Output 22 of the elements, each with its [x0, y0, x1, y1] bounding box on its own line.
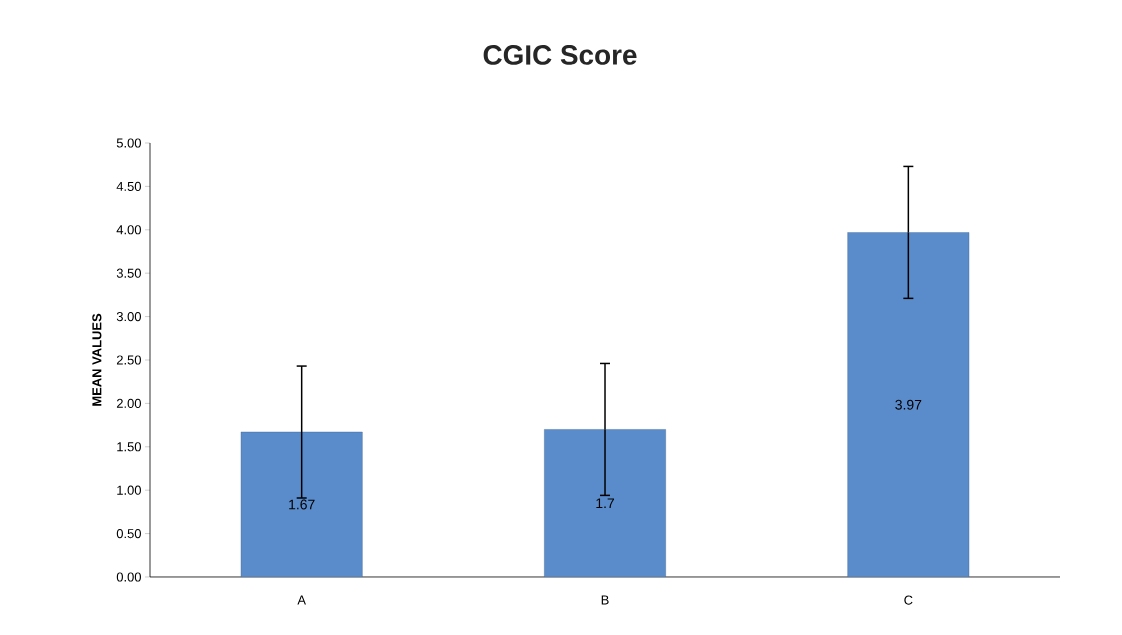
y-axis-title: MEAN VALUES	[92, 313, 102, 406]
y-tick-label: 2.00	[116, 398, 141, 408]
y-tick-label: 5.00	[116, 138, 141, 148]
data-label: 1.7	[596, 498, 615, 508]
y-tick-label: 3.00	[116, 312, 141, 322]
y-tick-label: 3.50	[116, 268, 141, 278]
data-label: 3.97	[895, 399, 922, 410]
y-tick-label: 1.50	[117, 442, 141, 452]
x-tick-label: B	[601, 595, 609, 605]
bar	[544, 429, 666, 577]
x-tick-label: A	[297, 595, 306, 605]
bar	[847, 232, 970, 577]
y-tick-label: 1.00	[117, 485, 141, 495]
data-label: 1.67	[289, 499, 315, 510]
x-tick-label: C	[904, 595, 913, 605]
bar	[240, 431, 363, 577]
y-tick-label: 4.50	[116, 181, 141, 191]
y-tick-label: 0.00	[116, 572, 141, 582]
y-tick-label: 0.50	[116, 529, 141, 539]
y-tick-label: 2.50	[116, 355, 141, 365]
y-tick-label: 4.00	[116, 225, 141, 235]
chart-title: CGIC Score	[483, 45, 637, 65]
